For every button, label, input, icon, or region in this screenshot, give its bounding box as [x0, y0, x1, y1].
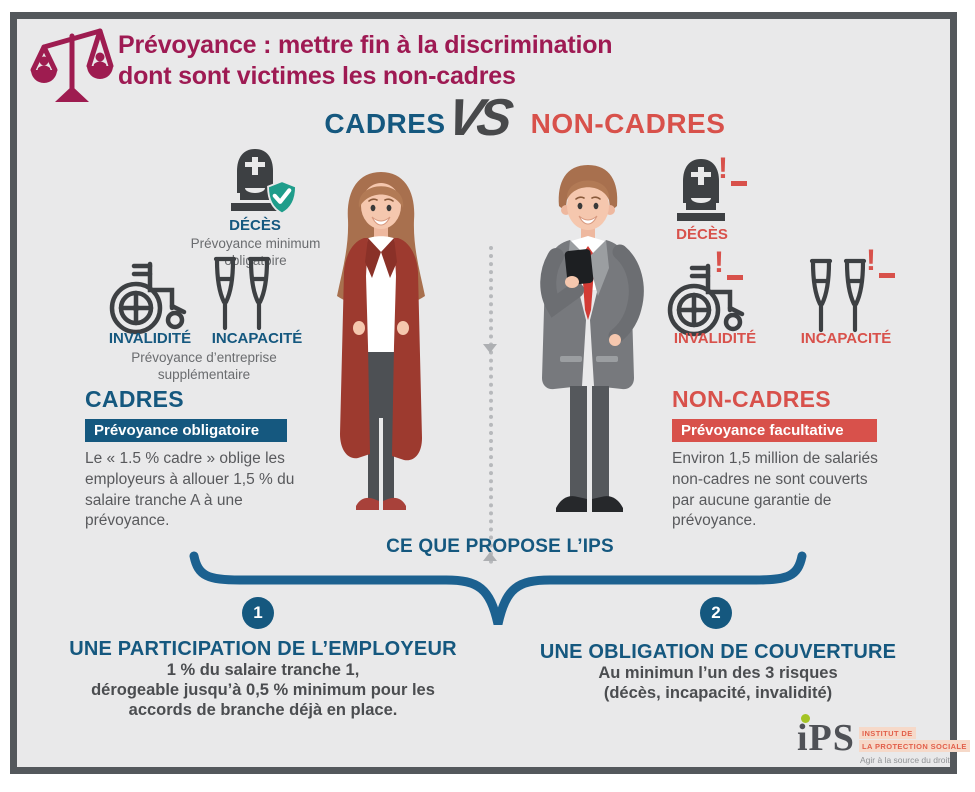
proposal-1-number: 1	[242, 597, 274, 629]
noncadres-body: Environ 1,5 million de salariés non-cadr…	[672, 450, 878, 530]
woman-illustration	[322, 166, 440, 522]
noncadres-invalidite-label: INVALIDITÉ	[673, 330, 757, 347]
cadres-incapacite-label: INCAPACITÉ	[211, 330, 303, 347]
title-line-2: dont sont victimes les non-cadres	[118, 61, 516, 90]
shield-check-icon	[266, 180, 298, 214]
vs-label: VS	[442, 89, 513, 147]
border-frame	[10, 12, 957, 774]
proposal-2-line: Au minimun l’un des 3 risques	[598, 664, 838, 682]
proposal-2-number: 2	[700, 597, 732, 629]
proposal-title: CE QUE PROPOSE L’IPS	[386, 536, 614, 557]
crutches-icon	[210, 254, 274, 334]
ips-tagline: Agir à la source du droit	[860, 755, 950, 765]
noncadres-badge: Prévoyance facultative	[672, 419, 877, 442]
ips-logo: iPS INSTITUT DE LA PROTECTION SOCIALE Ag…	[797, 710, 970, 774]
org-line-2: LA PROTECTION SOCIALE	[859, 740, 970, 752]
cadres-deces-label: DÉCÈS	[229, 217, 281, 234]
alert-icon: !	[866, 244, 902, 288]
proposal-2-line: (décès, incapacité, invalidité)	[603, 684, 833, 702]
proposal-1-line: accords de branche déjà en place.	[128, 701, 398, 719]
cadres-invalidite-label: INVALIDITÉ	[108, 330, 192, 347]
noncadres-incapacite-label: INCAPACITÉ	[800, 330, 892, 347]
alert-icon: !	[718, 152, 754, 196]
cadres-heading: CADRES	[85, 386, 184, 412]
tombstone-icon	[226, 146, 284, 216]
alert-icon: !	[714, 246, 750, 290]
noncadres-deces-label: DÉCÈS	[676, 226, 728, 243]
arrow-up-icon	[483, 552, 497, 561]
ips-logo-text: iPS	[797, 717, 855, 759]
dotted-divider	[489, 246, 493, 564]
wheelchair-icon	[664, 258, 752, 340]
page-title: Prévoyance : mettre fin à la discriminat…	[118, 30, 613, 91]
proposal-1-line: 1 % du salaire tranche 1,	[166, 661, 360, 679]
cadres-title: CADRES	[324, 108, 446, 139]
wheelchair-icon	[106, 256, 194, 338]
cadres-badge: Prévoyance obligatoire	[85, 419, 287, 442]
proposal-1-heading: UNE PARTICIPATION DE L’EMPLOYEUR	[69, 638, 457, 660]
proposal-2-heading: UNE OBLIGATION DE COUVERTURE	[539, 641, 897, 663]
non-cadres-title: NON-CADRES	[530, 108, 726, 139]
man-illustration	[520, 160, 660, 520]
cadres-body: Le « 1.5 % cadre » oblige les employeurs…	[85, 450, 295, 530]
title-line-1: Prévoyance : mettre fin à la discriminat…	[118, 31, 613, 59]
cadres-icons-note: Prévoyance d’entreprise supplémentaire	[131, 350, 277, 382]
proposal-1-line: dérogeable jusqu’à 0,5 % minimum pour le…	[91, 681, 435, 699]
org-line-1: INSTITUT DE	[859, 727, 916, 739]
crutches-icon	[806, 256, 870, 336]
cadres-deces-note: Prévoyance minimum obligatoire	[190, 236, 321, 268]
ips-org-name: INSTITUT DE LA PROTECTION SOCIALE	[859, 727, 970, 753]
balance-scale-icon	[28, 22, 114, 108]
brace-icon	[188, 550, 810, 634]
noncadres-heading: NON-CADRES	[672, 386, 831, 412]
arrow-down-icon	[483, 344, 497, 353]
green-dot-icon	[801, 714, 810, 723]
tombstone-icon	[672, 156, 730, 226]
